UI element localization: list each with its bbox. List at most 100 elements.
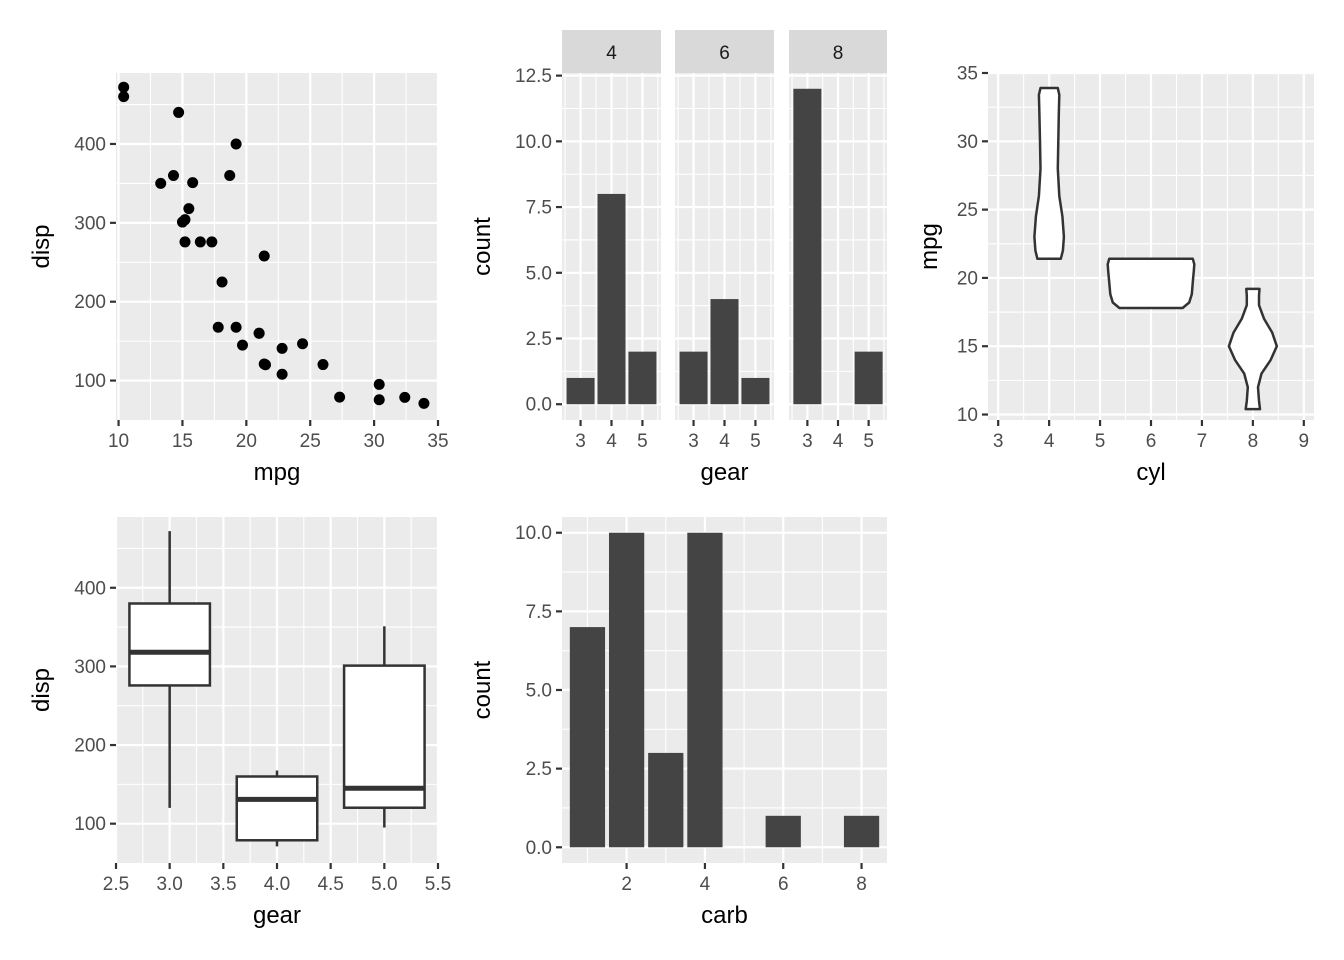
x-tick-label: 5 <box>1095 431 1106 452</box>
y-tick-label: 5.0 <box>526 681 552 702</box>
scatter-point <box>194 236 206 248</box>
x-tick-label: 4 <box>833 431 844 452</box>
y-axis-title: count <box>469 217 496 276</box>
x-tick-label: 3 <box>993 431 1004 452</box>
facet-strip-label: 4 <box>606 43 617 64</box>
scatter-chart: 100 200 300 400 10 15 20 25 30 35 mpg disp <box>28 73 449 486</box>
scatter-point <box>206 236 218 248</box>
violin-shape <box>1106 257 1196 310</box>
scatter-panel <box>116 73 438 420</box>
x-tick-label: 9 <box>1299 431 1310 452</box>
scatter-point <box>276 368 288 380</box>
facet-strip <box>675 30 774 73</box>
violin-shape <box>1033 86 1066 261</box>
x-tick-label: 5 <box>637 431 648 452</box>
scatter-point <box>317 359 329 371</box>
y-tick-label: 15 <box>957 337 978 358</box>
scatter-point <box>118 91 130 103</box>
y-tick-label: 100 <box>74 814 106 835</box>
scatter-point <box>399 391 411 403</box>
scatter-point <box>276 342 288 354</box>
facet-strip <box>562 30 661 73</box>
bar <box>854 351 883 405</box>
y-tick-label: 400 <box>74 134 106 155</box>
scatter-point <box>224 170 236 182</box>
bar <box>597 193 626 405</box>
violin-shape <box>1227 287 1279 411</box>
scatter-point <box>155 177 167 189</box>
scatter-point <box>179 236 191 248</box>
x-tick-label: 5 <box>750 431 761 452</box>
x-tick-label: 8 <box>1248 431 1259 452</box>
y-tick-label: 0.0 <box>526 395 552 416</box>
bar <box>843 815 880 848</box>
x-tick-label: 4 <box>1044 431 1055 452</box>
bar <box>566 377 595 405</box>
scatter-point <box>258 250 270 262</box>
bar <box>687 532 723 848</box>
y-tick-label: 7.5 <box>526 198 552 219</box>
y-tick-label: 2.5 <box>526 329 552 350</box>
y-tick-label: 100 <box>74 371 106 392</box>
y-tick-label: 7.5 <box>526 602 552 623</box>
facet-4: 43 4 5 <box>562 30 661 452</box>
scatter-point <box>168 170 179 182</box>
bar <box>741 377 770 405</box>
x-tick-label: 4 <box>719 431 730 452</box>
y-tick-label: 10.0 <box>515 523 552 544</box>
x-axis-title: cyl <box>1136 459 1165 486</box>
y-axis-title: count <box>469 660 496 719</box>
x-tick-label: 5.5 <box>425 874 451 895</box>
x-tick-label: 10 <box>108 431 129 452</box>
scatter-point <box>297 338 309 350</box>
y-tick-label: 30 <box>957 132 978 153</box>
boxplot-chart: 100 200 300 400 2.5 3.0 3.5 4.0 4.5 5.0 5.5 gear dis… <box>28 517 451 929</box>
y-tick-label: 300 <box>74 657 106 678</box>
y-tick-label: 5.0 <box>526 263 552 284</box>
x-tick-label: 4.5 <box>317 874 343 895</box>
scatter-point <box>187 177 199 189</box>
x-tick-label: 6 <box>1146 431 1157 452</box>
scatter-point <box>230 138 242 150</box>
scatter-point <box>258 358 270 370</box>
violin-chart: 10 15 20 25 30 35 3 4 5 6 7 8 9 cyl mpg <box>916 64 1314 486</box>
y-tick-label: 12.5 <box>515 66 552 87</box>
bar <box>648 752 684 848</box>
box-iqr <box>128 602 212 687</box>
scatter-point <box>418 397 430 409</box>
y-tick-label: 25 <box>957 200 978 221</box>
x-tick-label: 20 <box>236 431 257 452</box>
bar <box>608 532 645 848</box>
faceted-bar-chart: 43 4 563 4 583 4 50.02.55.07.510.012.5gearcoun… <box>469 30 887 486</box>
bar <box>628 351 657 405</box>
y-tick-label: 35 <box>957 64 978 85</box>
x-tick-label: 5 <box>863 431 874 452</box>
scatter-point <box>230 321 242 333</box>
scatter-point <box>334 391 346 403</box>
bar <box>679 351 708 405</box>
y-tick-label: 0.0 <box>526 838 552 859</box>
x-tick-label: 8 <box>856 874 867 895</box>
y-tick-label: 200 <box>74 292 106 313</box>
x-tick-label: 15 <box>172 431 193 452</box>
x-tick-label: 2 <box>621 874 632 895</box>
scatter-point <box>373 394 385 406</box>
x-tick-label: 25 <box>300 431 321 452</box>
carb-bar-chart: 0.0 2.5 5.0 7.5 10.0 2 4 6 8 carb count <box>469 517 887 929</box>
bar <box>793 88 822 405</box>
box-iqr <box>235 775 319 842</box>
y-tick-label: 2.5 <box>526 759 552 780</box>
y-tick-label: 10 <box>957 405 978 426</box>
x-tick-label: 4 <box>700 874 711 895</box>
facet-strip-label: 6 <box>719 43 730 64</box>
y-axis-title: disp <box>28 224 55 268</box>
x-tick-label: 4.0 <box>264 874 290 895</box>
x-axis-title: gear <box>253 902 301 929</box>
y-tick-label: 200 <box>74 736 106 757</box>
y-axis-title: disp <box>28 668 55 712</box>
x-tick-label: 3 <box>688 431 699 452</box>
x-axis-title: gear <box>700 459 748 486</box>
x-tick-label: 5.0 <box>371 874 397 895</box>
facet-strip-label: 8 <box>833 43 844 64</box>
